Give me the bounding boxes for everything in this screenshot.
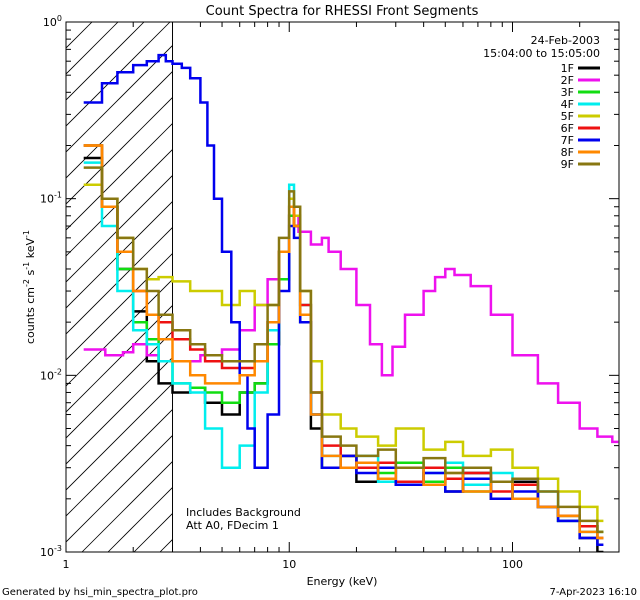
y-axis-label: counts cm-2 s-1 keV-1 [22, 230, 37, 344]
hatch-line [66, 278, 173, 387]
footer-generated-by: Generated by hsi_min_spectra_plot.pro [2, 587, 198, 598]
x-tick-label: 10 [282, 558, 296, 571]
x-axis: 1 10 100 [63, 22, 620, 571]
hatch-line [66, 382, 173, 491]
hatch-line [66, 70, 173, 179]
y-tick-label: 10-2 [40, 367, 62, 382]
legend-label-1f: 1F [561, 62, 574, 75]
chart-title: Count Spectra for RHESSI Front Segments [206, 4, 479, 19]
legend-label-4f: 4F [561, 98, 574, 111]
legend-label-6f: 6F [561, 122, 574, 135]
legend-label-3f: 3F [561, 86, 574, 99]
series-group [83, 53, 619, 552]
time-range-label: 15:04:00 to 15:05:00 [483, 47, 600, 60]
hatch-line [66, 408, 173, 517]
plot-frame [65, 21, 620, 553]
hatch-line [66, 148, 173, 257]
below-threshold-hatch [66, 22, 173, 552]
legend-label-7f: 7F [561, 134, 574, 147]
hatch-line [66, 434, 173, 543]
x-tick-label: 1 [63, 558, 70, 571]
legend-label-9f: 9F [561, 158, 574, 171]
series-line-7f [83, 53, 604, 546]
date-label: 24-Feb-2003 [531, 34, 600, 47]
hatch-line [66, 122, 173, 231]
legend-label-2f: 2F [561, 74, 574, 87]
y-tick-label: 10-1 [40, 191, 62, 206]
footer-timestamp: 7-Apr-2023 16:10 [549, 587, 637, 598]
hatch-line [66, 44, 173, 153]
y-tick-label: 10-3 [40, 544, 62, 559]
series-line-9f [83, 166, 604, 534]
annotation-attenuator: Att A0, FDecim 1 [186, 519, 279, 532]
hatch-line [66, 22, 171, 127]
hatch-line [81, 460, 173, 552]
x-tick-label: 100 [502, 558, 523, 571]
hatch-line [66, 330, 173, 439]
legend-label-5f: 5F [561, 110, 574, 123]
x-axis-label: Energy (keV) [307, 575, 378, 588]
hatch-line [66, 252, 173, 361]
annotation-background: Includes Background [186, 506, 301, 519]
series-line-5f [83, 183, 604, 523]
y-axis: 100 10-1 10-2 10-3 [40, 14, 619, 559]
legend-label-8f: 8F [561, 146, 574, 159]
hatch-line [66, 174, 173, 283]
hatch-line [66, 200, 173, 309]
hatch-line [66, 226, 173, 335]
y-tick-label: 100 [43, 14, 62, 29]
series-line-2f [83, 214, 619, 444]
hatch-line [66, 22, 93, 49]
hatch-line [66, 96, 173, 205]
